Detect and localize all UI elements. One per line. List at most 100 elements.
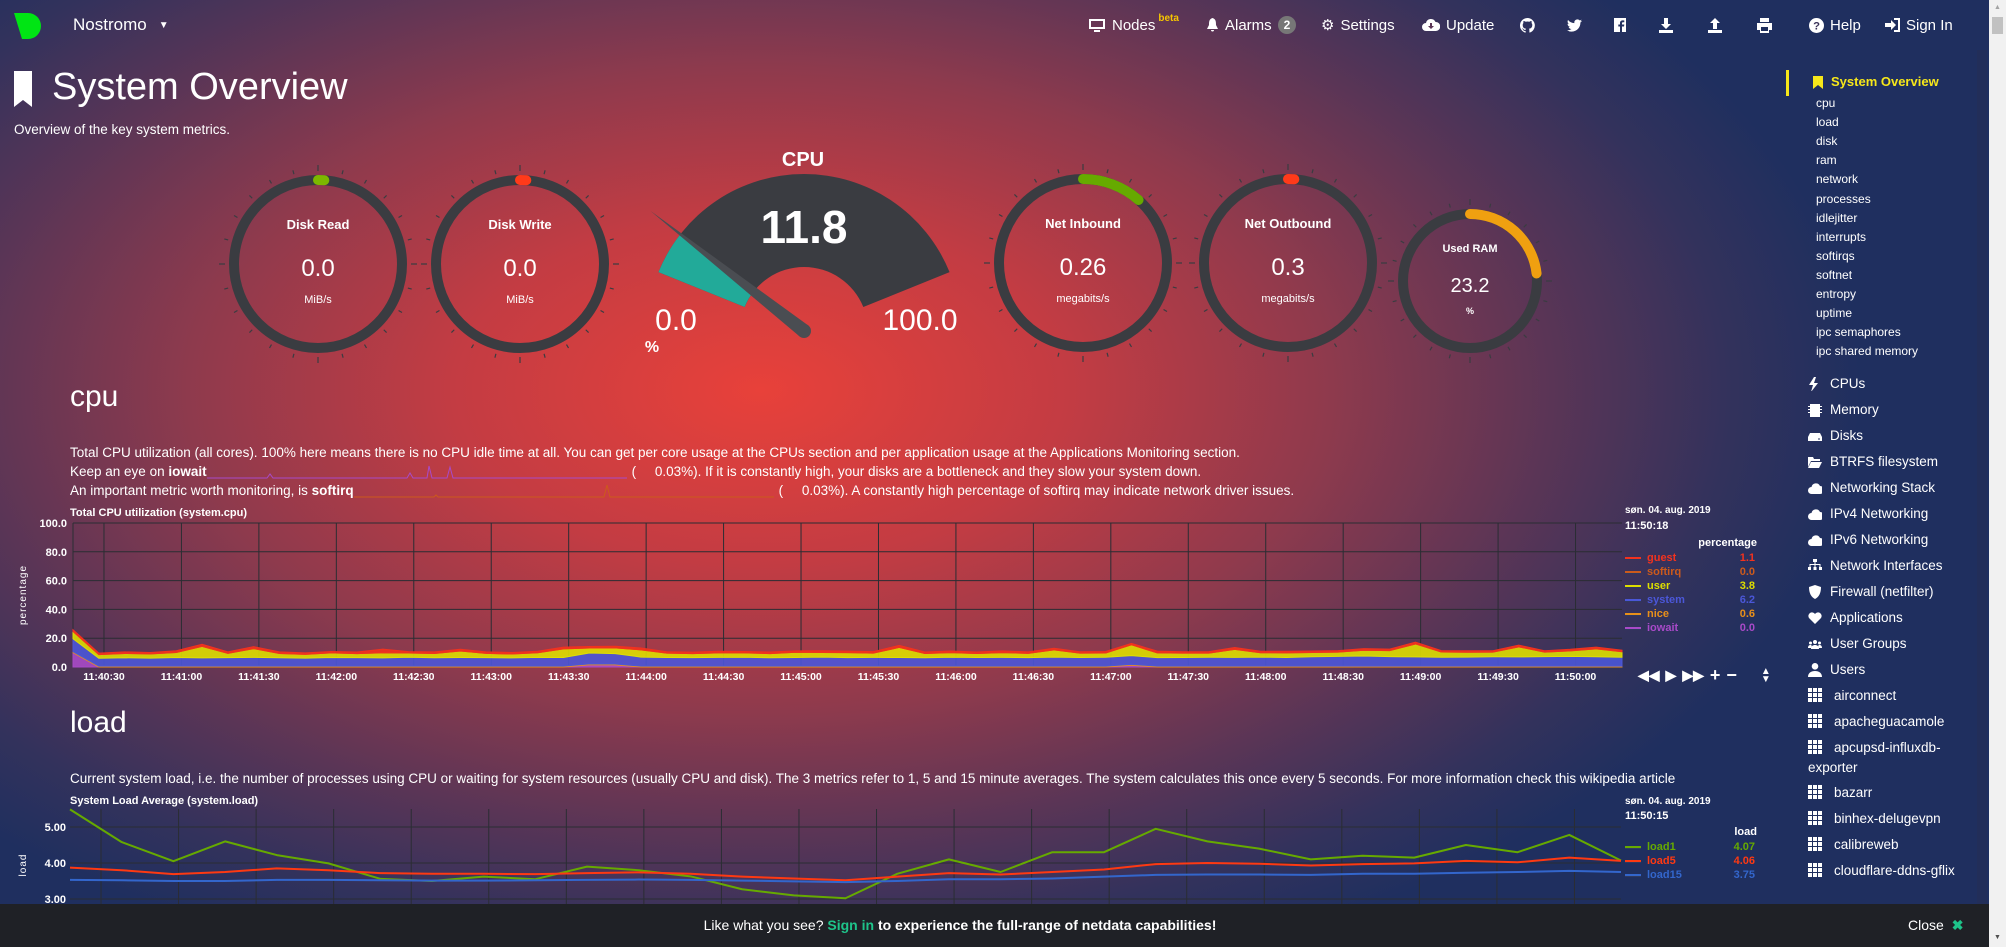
sidebar-subitem-softnet[interactable]: softnet — [1816, 267, 1853, 282]
brand-menu[interactable]: Nostromo ▼ — [73, 14, 169, 36]
x-tick-label: 11:40:30 — [83, 671, 125, 683]
sidebar-item-label: apcupsd-influxdb-exporter — [1808, 740, 1941, 775]
x-tick-label: 11:46:30 — [1013, 671, 1055, 683]
nav-sign-in[interactable]: Sign In — [1885, 14, 1953, 36]
hdd-icon — [1808, 432, 1822, 441]
sidebar-item-binhex-delugevpn[interactable]: binhex-delugevpn — [1808, 809, 1978, 829]
facebook-link[interactable] — [1614, 14, 1626, 36]
sidebar-item-networking-stack[interactable]: Networking Stack — [1808, 480, 1978, 495]
net-outbound-gauge[interactable]: Net Outbound 0.3 megabits/s — [1189, 164, 1387, 362]
scroll-down-icon[interactable]: ▼ — [1994, 934, 2001, 941]
gauge-needle — [650, 210, 809, 337]
gauge-tick — [1194, 286, 1199, 289]
cpu-chart[interactable]: 0.0 20.0 40.0 60.0 80.0 100.0 11:40:30 11:41:00… — [0, 500, 1640, 695]
sidebar-subitem-idlejitter[interactable]: idlejitter — [1816, 210, 1858, 225]
upload-button[interactable] — [1708, 14, 1722, 36]
caret-down-icon: ▼ — [158, 19, 169, 31]
gauge-tick — [407, 287, 412, 290]
netdata-logo-icon[interactable] — [14, 12, 42, 40]
line-load5[interactable] — [69, 856, 1622, 882]
legend-item-nice[interactable]: nice 0.6 — [1625, 607, 1755, 621]
sidebar-subitem-processes[interactable]: processes — [1816, 191, 1871, 206]
sidebar-item-calibreweb[interactable]: calibreweb — [1808, 835, 1978, 855]
twitter-link[interactable] — [1567, 14, 1582, 36]
nav-help[interactable]: ? Help — [1809, 14, 1861, 36]
legend-item-softirq[interactable]: softirq 0.0 — [1625, 565, 1755, 579]
scrollbar-thumb[interactable] — [1992, 17, 2003, 34]
legend-item-load15[interactable]: load15 3.75 — [1625, 868, 1755, 882]
gauge-tick — [609, 238, 614, 241]
banner-close-button[interactable]: Close ✖ — [1908, 917, 1964, 934]
sidebar-item-system-overview[interactable]: System Overview — [1831, 74, 1939, 89]
cpu-gauge[interactable]: CPU 0.0 100.0 % 11.8 — [645, 149, 958, 356]
sidebar-item-apacheguacamole[interactable]: apacheguacamole — [1808, 712, 1978, 732]
scroll-up-icon[interactable]: ▲ — [1994, 4, 2001, 11]
net-inbound-gauge[interactable]: Net Inbound 0.26 megabits/s — [984, 164, 1182, 362]
legend-item-load1[interactable]: load1 4.07 — [1625, 840, 1755, 854]
download-button[interactable] — [1659, 14, 1673, 36]
line-load1[interactable] — [69, 808, 1622, 900]
sidebar-item-cloudflare-ddns-gflix[interactable]: cloudflare-ddns-gflix — [1808, 861, 1978, 881]
area-guest[interactable] — [72, 628, 1623, 656]
sidebar-subitem-load[interactable]: load — [1816, 115, 1839, 130]
sidebar-item-users[interactable]: Users — [1808, 662, 1978, 677]
nav-update[interactable]: Update — [1422, 14, 1494, 36]
sidebar-item-ipv6-networking[interactable]: IPv6 Networking — [1808, 532, 1978, 547]
sidebar-subitem-interrupts[interactable]: interrupts — [1816, 229, 1867, 244]
used-ram-gauge[interactable]: Used RAM 23.2 % — [1388, 199, 1552, 363]
print-button[interactable] — [1757, 14, 1772, 36]
page-scrollbar[interactable]: ▲ ▼ — [1989, 0, 2006, 947]
sidebar-subitem-uptime[interactable]: uptime — [1816, 306, 1853, 321]
github-link[interactable] — [1520, 14, 1535, 36]
nav-settings[interactable]: ⚙ Settings — [1321, 14, 1395, 36]
sidebar-subitem-disk[interactable]: disk — [1816, 134, 1838, 149]
sidebar-item-user-groups[interactable]: User Groups — [1808, 636, 1978, 651]
sidebar-scrollbar[interactable] — [1977, 50, 1987, 904]
play-icon[interactable]: ▶ — [1665, 667, 1677, 683]
sidebar-item-memory[interactable]: Memory — [1808, 402, 1978, 417]
gauge-tick — [398, 214, 403, 219]
sidebar-item-label: User Groups — [1830, 636, 1907, 651]
resize-icon[interactable]: ▲ ▼ — [1760, 665, 1771, 685]
legend-name: guest — [1647, 552, 1677, 564]
sidebar-subitem-cpu[interactable]: cpu — [1816, 96, 1836, 110]
legend-item-guest[interactable]: guest 1.1 — [1625, 551, 1755, 565]
sidebar-item-network-interfaces[interactable]: Network Interfaces — [1808, 558, 1978, 573]
sidebar-item-label: binhex-delugevpn — [1834, 811, 1941, 826]
sidebar-subitem-network[interactable]: network — [1816, 172, 1859, 187]
sidebar-item-firewall-netfilter[interactable]: Firewall (netfilter) — [1808, 584, 1978, 599]
zoom-out-icon[interactable]: − — [1726, 665, 1737, 685]
sidebar-subitem-ipc-semaphores[interactable]: ipc semaphores — [1816, 325, 1901, 340]
legend-item-user[interactable]: user 3.8 — [1625, 579, 1755, 593]
fast-forward-icon[interactable]: ▶▶ — [1682, 667, 1704, 683]
sidebar-item-bazarr[interactable]: bazarr — [1808, 783, 1978, 803]
sidebar-item-cpus[interactable]: CPUs — [1808, 376, 1978, 391]
load-chart[interactable]: 3.00 4.00 5.00 load — [0, 780, 1640, 947]
sidebar-item-airconnect[interactable]: airconnect — [1808, 686, 1978, 706]
nav-nodes[interactable]: Nodes beta — [1088, 13, 1179, 36]
legend-item-iowait[interactable]: iowait 0.0 — [1625, 621, 1755, 635]
sidebar-item-btrfs-filesystem[interactable]: BTRFS filesystem — [1808, 454, 1978, 469]
disk-read-gauge[interactable]: Disk Read 0.0 MiB/s — [219, 165, 417, 363]
sidebar-subitem-softirqs[interactable]: softirqs — [1816, 248, 1855, 263]
rewind-icon[interactable]: ◀◀ — [1638, 667, 1660, 683]
svg-text:?: ? — [1813, 20, 1820, 32]
zoom-in-icon[interactable]: + — [1709, 665, 1721, 685]
line-load15[interactable] — [69, 869, 1622, 884]
x-tick-label: 11:42:30 — [393, 671, 435, 683]
gauge-tick — [1543, 259, 1548, 262]
sidebar-item-applications[interactable]: Applications — [1808, 610, 1978, 625]
sidebar-subitem-ram[interactable]: ram — [1816, 153, 1837, 168]
nav-alarms[interactable]: Alarms 2 — [1206, 14, 1297, 36]
wikipedia-link[interactable]: wikipedia article — [1579, 771, 1676, 786]
x-tick-label: 11:47:00 — [1090, 671, 1132, 683]
banner-sign-in-link[interactable]: Sign in — [827, 917, 875, 933]
legend-item-load5[interactable]: load5 4.06 — [1625, 854, 1755, 868]
sidebar-item-apcupsd-influxdb-exporter[interactable]: apcupsd-influxdb-exporter — [1808, 738, 1978, 778]
sidebar-item-disks[interactable]: Disks — [1808, 428, 1978, 443]
sidebar-item-ipv4-networking[interactable]: IPv4 Networking — [1808, 506, 1978, 521]
sidebar-subitem-ipc-shared-memory[interactable]: ipc shared memory — [1816, 344, 1919, 359]
legend-item-system[interactable]: system 6.2 — [1625, 593, 1755, 607]
disk-write-gauge[interactable]: Disk Write 0.0 MiB/s — [421, 165, 619, 363]
sidebar-subitem-entropy[interactable]: entropy — [1816, 287, 1857, 301]
